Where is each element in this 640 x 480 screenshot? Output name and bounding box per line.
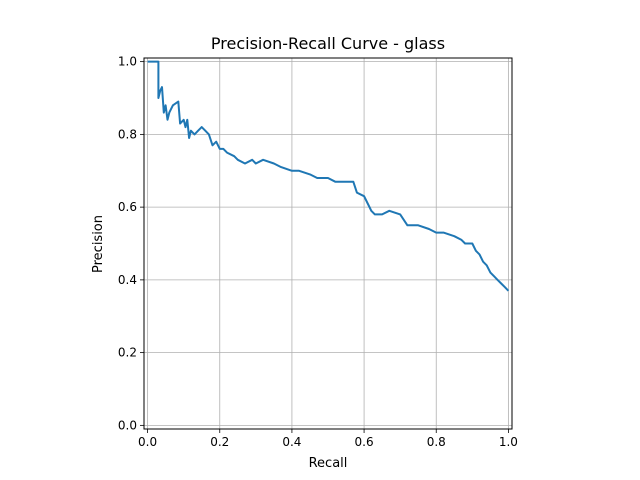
y-tick-label: 0.4 — [118, 273, 137, 287]
x-axis-label: Recall — [309, 456, 348, 471]
series-layer — [147, 60, 510, 292]
pr-curve-line — [147, 60, 510, 292]
y-tick-label: 0.6 — [118, 200, 137, 214]
y-tick-label: 0.0 — [118, 418, 137, 432]
x-tick-label: 0.2 — [210, 435, 229, 449]
y-axis-ticks: 0.0 0.2 0.4 0.6 0.8 1.0 — [118, 55, 144, 432]
y-tick-label: 0.8 — [118, 127, 137, 141]
y-tick-label: 1.0 — [118, 55, 137, 69]
y-axis-label: Precision — [91, 215, 106, 273]
x-tick-label: 1.0 — [499, 435, 518, 449]
grid-lines — [144, 58, 512, 429]
chart-title: Precision-Recall Curve - glass — [211, 34, 445, 53]
x-tick-label: 0.4 — [282, 435, 301, 449]
x-axis-ticks: 0.0 0.2 0.4 0.6 0.8 1.0 — [138, 429, 518, 449]
x-tick-label: 0.8 — [427, 435, 446, 449]
x-tick-label: 0.6 — [355, 435, 374, 449]
x-tick-label: 0.0 — [138, 435, 157, 449]
plot-frame — [143, 57, 513, 430]
y-tick-label: 0.2 — [118, 346, 137, 360]
